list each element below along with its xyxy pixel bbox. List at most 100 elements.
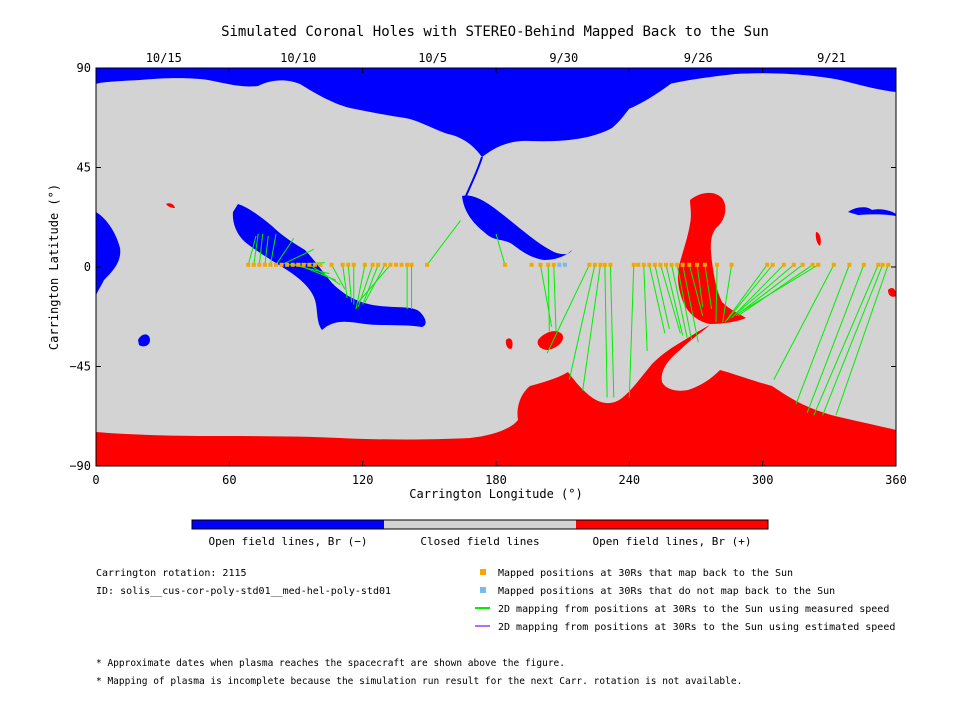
- mapped-point: [791, 262, 796, 267]
- legend-marker-mapped: [480, 569, 486, 575]
- mapping-line: [733, 264, 795, 317]
- mapped-point: [876, 262, 881, 267]
- mapping-line: [731, 264, 785, 319]
- mapping-line: [704, 264, 713, 310]
- date-tick-label: 10/10: [280, 51, 316, 65]
- legend-marker-unmapped: [480, 587, 486, 593]
- mapped-point: [652, 262, 657, 267]
- mapped-point: [669, 262, 674, 267]
- mapped-point: [861, 262, 866, 267]
- date-tick-label: 9/21: [817, 51, 846, 65]
- mapping-line: [665, 264, 684, 336]
- x-tick-label: 240: [618, 473, 640, 487]
- x-tick-label: 60: [222, 473, 236, 487]
- mapped-point: [765, 262, 770, 267]
- mapping-line: [737, 264, 819, 314]
- mapped-point: [664, 262, 668, 267]
- mapped-point: [425, 262, 430, 267]
- mapping-line: [696, 264, 704, 307]
- footnotes: * Approximate dates when plasma reaches …: [96, 658, 742, 687]
- east-limb-coronal-hole-negative: [848, 207, 896, 216]
- mapping-line: [553, 264, 557, 332]
- mapped-point: [346, 262, 351, 267]
- mapped-point: [641, 262, 646, 267]
- legend-label-mapped: Mapped positions at 30Rs that map back t…: [498, 568, 793, 579]
- y-tick-label: −45: [69, 360, 91, 374]
- unmapped-point: [562, 262, 567, 267]
- mapping-line: [822, 264, 884, 416]
- mapping-line: [264, 235, 269, 265]
- mapping-line: [722, 264, 733, 323]
- legend-label-measured: 2D mapping from positions at 30Rs to the…: [498, 604, 889, 615]
- mapped-point: [301, 262, 306, 267]
- legend: Mapped positions at 30Rs that map back t…: [475, 568, 895, 633]
- mapping-line: [258, 233, 264, 265]
- mapped-point: [529, 262, 534, 267]
- colorbar-closed: [384, 520, 576, 529]
- mapped-point: [587, 262, 592, 267]
- date-tick-label: 10/15: [146, 51, 182, 65]
- mapping-line: [682, 264, 699, 343]
- mapped-point: [351, 262, 356, 267]
- mapping-line: [659, 264, 681, 334]
- mapped-point: [251, 262, 256, 267]
- mapped-point: [636, 262, 641, 267]
- y-axis: 90 45 0 −45 −90: [69, 61, 896, 473]
- mapped-point: [810, 262, 815, 267]
- mapped-point: [362, 262, 367, 267]
- mapped-point: [257, 262, 262, 267]
- carrington-rotation: Carrington rotation: 2115: [96, 568, 247, 579]
- mapped-point: [647, 262, 652, 267]
- map-plot: [95, 67, 897, 467]
- x-axis: 0 60 120 180 240 300 360: [92, 68, 907, 487]
- mapping-line: [835, 264, 889, 416]
- legend-label-estimated: 2D mapping from positions at 30Rs to the…: [498, 622, 895, 633]
- mapping-line: [253, 233, 259, 265]
- positive-patch-north: [166, 203, 175, 208]
- colorbar: Open field lines, Br (−) Closed field li…: [191, 519, 769, 548]
- mapped-point: [246, 262, 251, 267]
- mapped-point: [702, 262, 707, 267]
- x-tick-label: 180: [485, 473, 507, 487]
- mapping-line: [676, 264, 693, 341]
- mapped-point: [770, 262, 775, 267]
- mapped-point: [502, 262, 507, 267]
- mapped-point: [847, 262, 852, 267]
- model-id: ID: solis__cus-cor-poly-std01__med-hel-p…: [96, 586, 391, 597]
- colorbar-label-open-positive: Open field lines, Br (+): [593, 535, 752, 548]
- x-tick-label: 300: [752, 473, 774, 487]
- mapped-point: [598, 262, 603, 267]
- mapped-point: [409, 262, 414, 267]
- mapping-line: [726, 264, 774, 321]
- mapped-point: [329, 262, 334, 267]
- mapped-point: [382, 262, 387, 267]
- mapping-line: [604, 264, 608, 398]
- mapped-point: [602, 262, 607, 267]
- y-axis-label: Carrington Latitude (°): [47, 184, 61, 350]
- mapped-point: [816, 262, 821, 267]
- mapped-point: [388, 262, 393, 267]
- mapping-line: [309, 264, 341, 286]
- mapping-line: [547, 264, 550, 332]
- y-tick-label: 45: [77, 161, 91, 175]
- y-tick-label: −90: [69, 459, 91, 473]
- mapped-point: [592, 262, 597, 267]
- mapping-line: [582, 264, 601, 391]
- mapped-point: [729, 262, 734, 267]
- mapped-point: [405, 262, 410, 267]
- mapped-point: [307, 262, 312, 267]
- west-limb-coronal-hole-negative: [96, 212, 121, 296]
- mapped-point: [279, 262, 284, 267]
- mapped-point: [376, 262, 381, 267]
- chart-title: Simulated Coronal Holes with STEREO-Behi…: [221, 24, 769, 40]
- mapped-point: [296, 262, 301, 267]
- mapping-line: [648, 264, 666, 334]
- mapped-point: [340, 262, 345, 267]
- mapped-point: [538, 262, 543, 267]
- mapping-line: [773, 264, 835, 380]
- mapped-point: [546, 262, 551, 267]
- mapping-line: [247, 235, 257, 265]
- positive-patch-east: [815, 232, 821, 246]
- mapped-point: [781, 262, 786, 267]
- mapping-line: [609, 264, 615, 398]
